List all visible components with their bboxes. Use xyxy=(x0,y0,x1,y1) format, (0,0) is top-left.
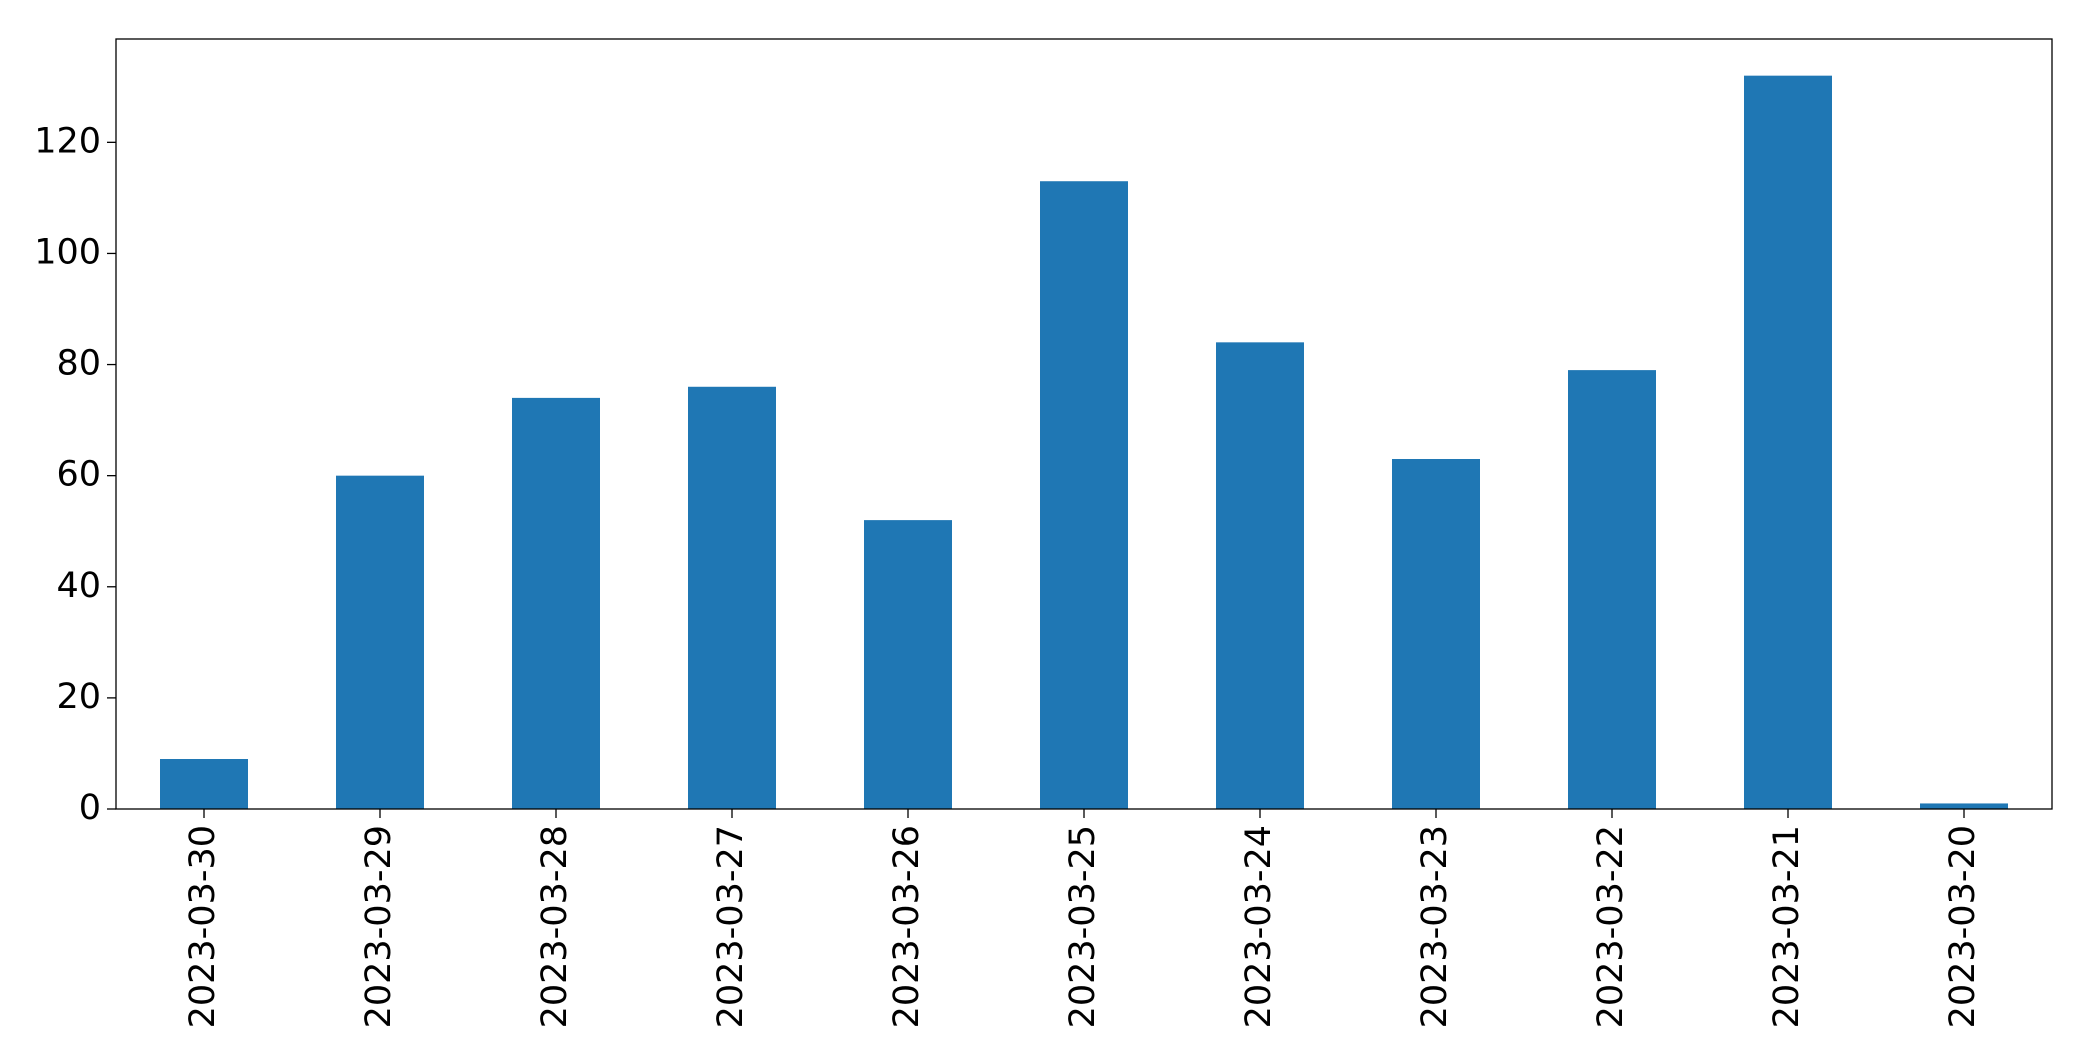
bar xyxy=(1920,803,2008,809)
bar xyxy=(160,759,248,809)
x-tick-label: 2023-03-22 xyxy=(1591,825,1631,1028)
y-tick-label: 120 xyxy=(34,121,101,161)
y-tick-label: 20 xyxy=(56,677,101,717)
y-tick-label: 80 xyxy=(56,344,101,384)
x-tick-label: 2023-03-30 xyxy=(183,825,223,1028)
bar xyxy=(1040,181,1128,809)
bar xyxy=(1568,370,1656,809)
x-tick-label: 2023-03-27 xyxy=(711,825,751,1028)
y-tick-label: 0 xyxy=(79,788,101,828)
bar xyxy=(864,520,952,809)
plot-frame xyxy=(115,38,2053,810)
y-tick-label: 40 xyxy=(56,566,101,606)
bar xyxy=(512,397,600,809)
bar xyxy=(1744,75,1832,809)
x-tick-label: 2023-03-24 xyxy=(1239,825,1279,1028)
x-tick-label: 2023-03-28 xyxy=(535,825,575,1028)
bar xyxy=(1392,459,1480,809)
x-tick-label: 2023-03-29 xyxy=(359,825,399,1028)
x-tick-label: 2023-03-20 xyxy=(1943,825,1983,1028)
x-tick-label: 2023-03-25 xyxy=(1063,825,1103,1028)
bar xyxy=(1216,342,1304,809)
bar xyxy=(336,475,424,809)
x-tick-label: 2023-03-23 xyxy=(1415,825,1455,1028)
y-tick-label: 100 xyxy=(34,232,101,272)
bar xyxy=(688,386,776,809)
y-tick-label: 60 xyxy=(56,455,101,495)
x-tick-label: 2023-03-26 xyxy=(887,825,927,1028)
x-tick-label: 2023-03-21 xyxy=(1767,825,1807,1028)
